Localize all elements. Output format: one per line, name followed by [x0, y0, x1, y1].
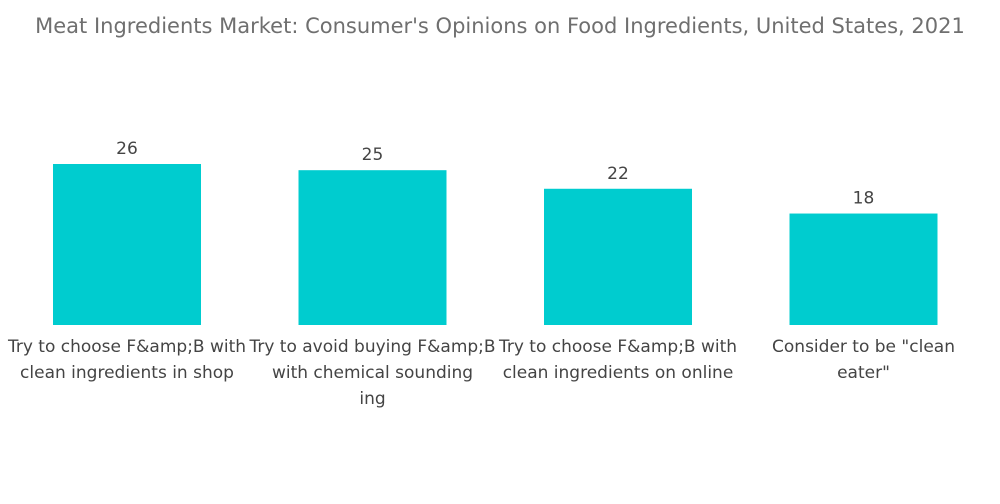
category-label-line: eater" [837, 363, 890, 383]
category-label-line: ing [359, 389, 385, 409]
value-label-4: 18 [853, 189, 875, 209]
category-label-line: Try to choose F&amp;B with [7, 337, 246, 357]
category-label-line: clean ingredients in shop [20, 363, 234, 383]
category-labels-group: Try to choose F&amp;B with clean ingredie… [7, 337, 955, 409]
chart-title: Meat Ingredients Market: Consumer's Opin… [35, 14, 965, 38]
category-label-line: Try to choose F&amp;B with [498, 337, 737, 357]
value-label-2: 25 [362, 145, 384, 165]
category-label-2: Try to avoid buying F&amp;B with chemical… [248, 337, 495, 409]
category-label-1: Try to choose F&amp;B with clean ingredie… [7, 337, 246, 383]
value-label-3: 22 [607, 164, 629, 184]
bars-group [53, 164, 938, 325]
category-label-line: with chemical sounding [272, 363, 473, 383]
category-label-line: Consider to be "clean [772, 337, 955, 357]
category-label-line: clean ingredients on online [503, 363, 734, 383]
value-labels-group: 26 25 22 18 [116, 139, 874, 209]
bar-1 [53, 164, 201, 325]
bar-2 [298, 170, 447, 325]
value-label-1: 26 [116, 139, 138, 159]
bar-3 [544, 188, 692, 325]
bar-4 [789, 213, 938, 325]
category-label-line: Try to avoid buying F&amp;B [248, 337, 495, 357]
category-label-3: Try to choose F&amp;B with clean ingredie… [498, 337, 737, 383]
category-label-4: Consider to be "clean eater" [772, 337, 955, 383]
